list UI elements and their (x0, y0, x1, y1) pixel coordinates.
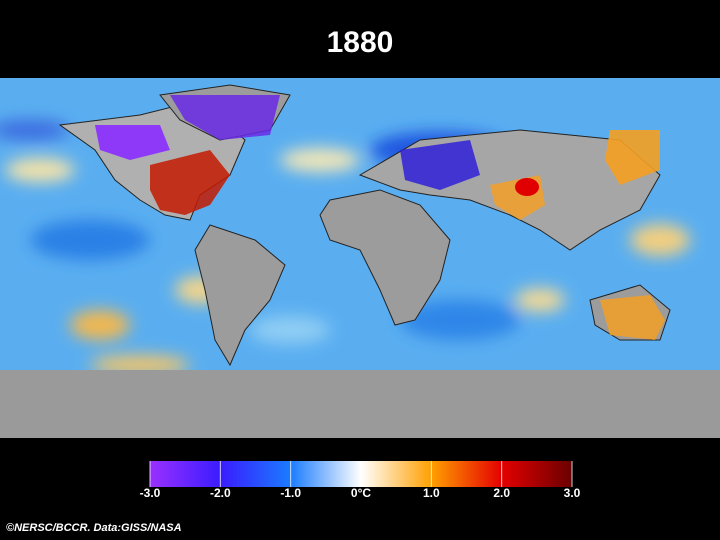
colorbar-label: 3.0 (564, 486, 581, 500)
map (0, 78, 720, 438)
warm-cold-overlays (95, 95, 665, 340)
credit: ©NERSC/BCCR. Data:GISS/NASA (6, 522, 182, 534)
colorbar-label: -1.0 (280, 486, 301, 500)
colorbar-label: 1.0 (423, 486, 440, 500)
year-title: 1880 (327, 26, 394, 59)
colorbar-label: 2.0 (493, 486, 510, 500)
colorbar-label: 0°C (351, 486, 371, 500)
colorbar-label: -2.0 (210, 486, 231, 500)
colorbar-label: -3.0 (140, 486, 161, 500)
